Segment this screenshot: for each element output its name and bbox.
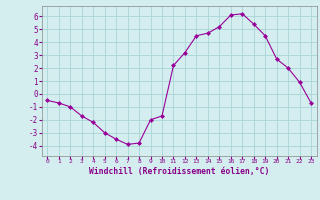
- X-axis label: Windchill (Refroidissement éolien,°C): Windchill (Refroidissement éolien,°C): [89, 167, 269, 176]
